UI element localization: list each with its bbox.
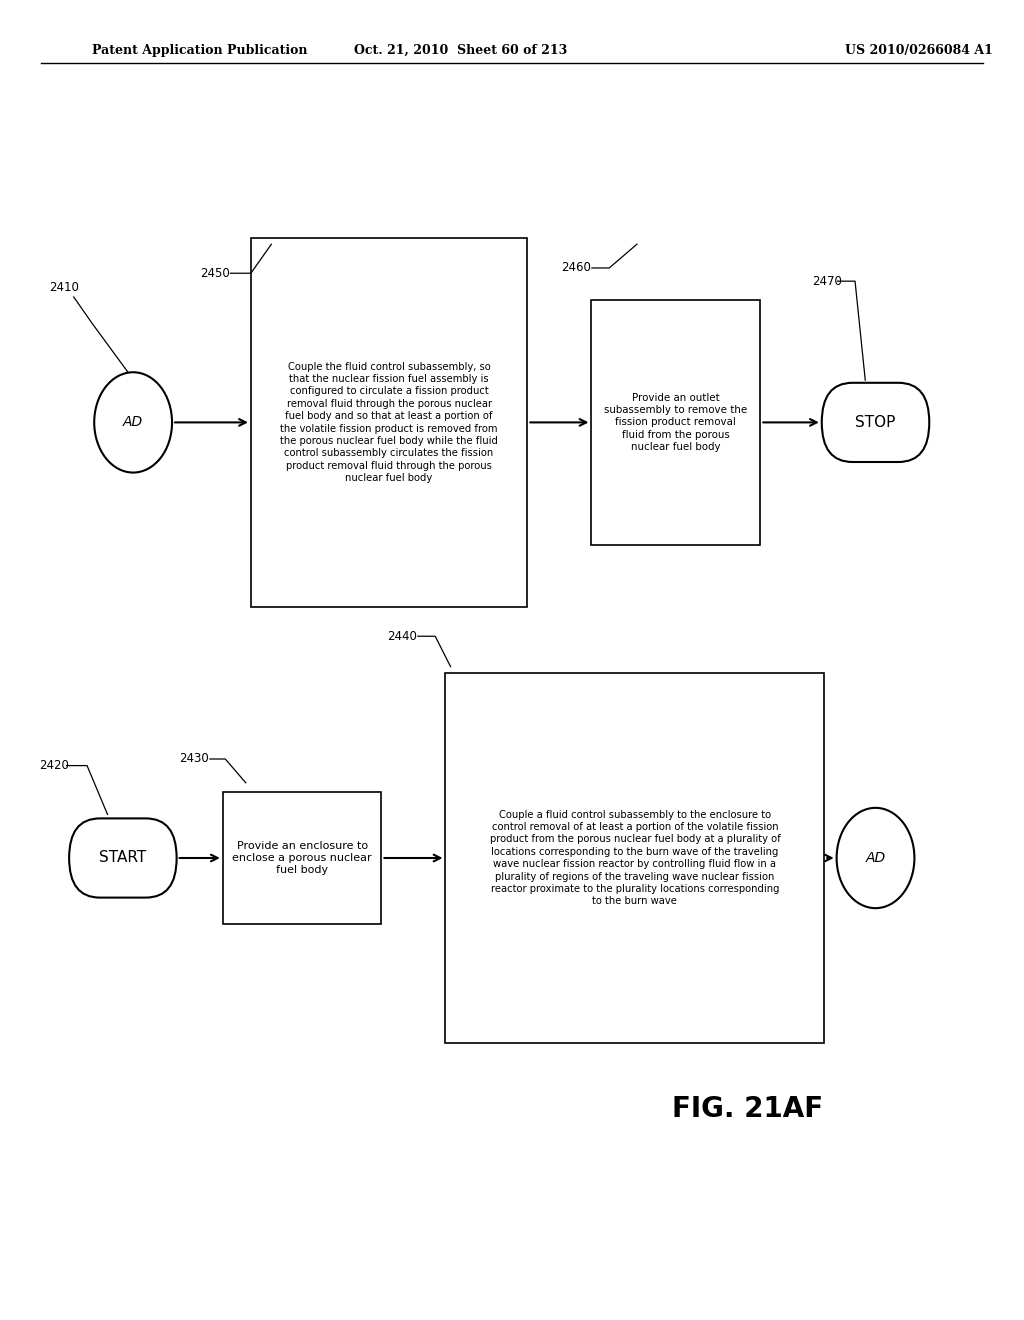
Circle shape [837,808,914,908]
Text: 2460: 2460 [561,261,591,275]
Text: 2470: 2470 [812,275,842,288]
Text: 2410: 2410 [49,281,79,294]
Text: Couple the fluid control subassembly, so
that the nuclear fission fuel assembly : Couple the fluid control subassembly, so… [281,362,498,483]
Text: Patent Application Publication: Patent Application Publication [92,44,307,57]
Text: AD: AD [123,416,143,429]
Text: Provide an enclosure to
enclose a porous nuclear
fuel body: Provide an enclosure to enclose a porous… [232,841,372,875]
Text: Couple a fluid control subassembly to the enclosure to
control removal of at lea: Couple a fluid control subassembly to th… [489,809,780,907]
FancyBboxPatch shape [222,792,381,924]
Text: US 2010/0266084 A1: US 2010/0266084 A1 [846,44,993,57]
FancyBboxPatch shape [445,673,824,1043]
Text: AD: AD [865,851,886,865]
Text: 2440: 2440 [387,630,417,643]
Text: Oct. 21, 2010  Sheet 60 of 213: Oct. 21, 2010 Sheet 60 of 213 [354,44,567,57]
Text: STOP: STOP [855,414,896,430]
Text: 2420: 2420 [39,759,69,772]
Text: FIG. 21AF: FIG. 21AF [672,1094,823,1123]
FancyBboxPatch shape [251,238,527,607]
Text: Provide an outlet
subassembly to remove the
fission product removal
fluid from t: Provide an outlet subassembly to remove … [604,392,748,453]
Text: START: START [99,850,146,866]
FancyBboxPatch shape [592,301,760,544]
FancyBboxPatch shape [821,383,930,462]
Text: 2450: 2450 [200,267,229,280]
Circle shape [94,372,172,473]
Text: 2430: 2430 [179,752,209,766]
FancyBboxPatch shape [70,818,176,898]
